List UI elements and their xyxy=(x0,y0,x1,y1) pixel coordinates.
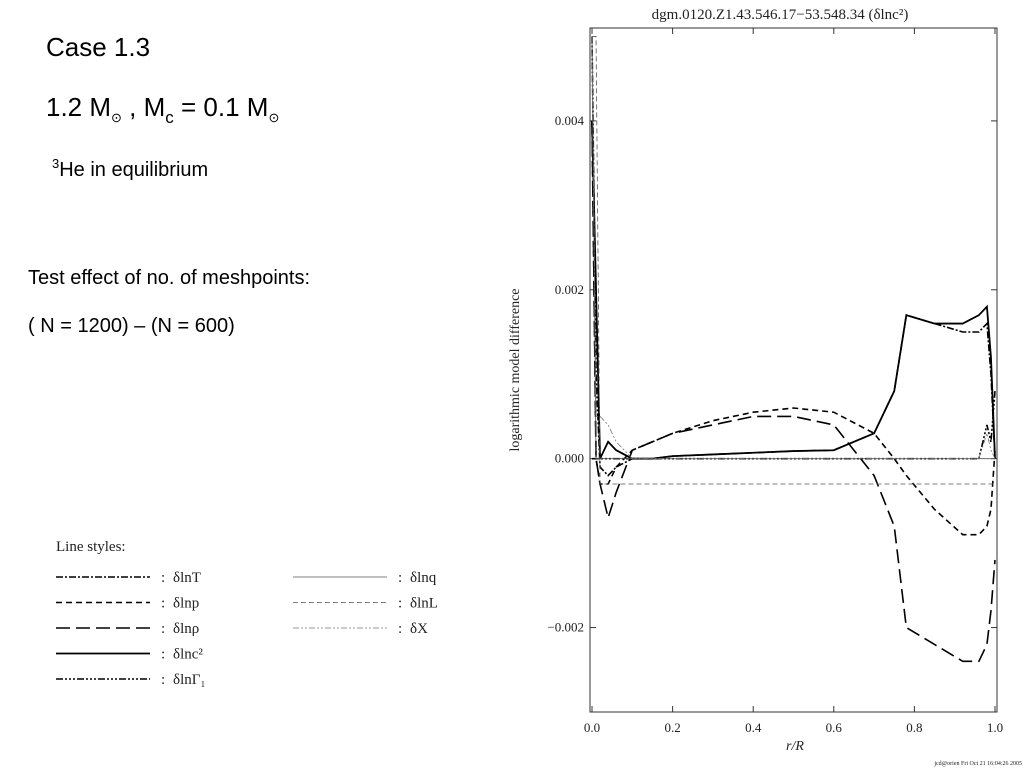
series-line xyxy=(591,36,995,460)
legend-label: δlnq xyxy=(410,570,437,586)
legend-separator: : xyxy=(161,570,165,586)
y-axis-label: logarithmic model difference xyxy=(508,288,523,451)
mass-line: 1.2 M⊙ , Mc = 0.1 M⊙ xyxy=(46,92,279,127)
chart-title: dgm.0120.Z1.43.546.17−53.548.34 (δlnc²) xyxy=(652,7,909,23)
footer: jcd@orien Fri Oct 21 16:04:26 2005 xyxy=(933,761,1022,767)
legend-label: δX xyxy=(410,621,428,637)
series-line xyxy=(591,120,996,663)
x-axis-label: r/R xyxy=(786,739,804,754)
series-line xyxy=(591,120,996,536)
series-line xyxy=(592,36,995,485)
y-tick-label: −0.002 xyxy=(547,620,584,635)
legend-label: δlnρ xyxy=(173,621,199,637)
x-tick-label: 0.8 xyxy=(906,720,922,735)
x-tick-label: 1.0 xyxy=(987,720,1003,735)
superscript: 3 xyxy=(52,156,59,171)
composition: 3He in equilibrium xyxy=(52,156,208,181)
y-tick-label: 0.004 xyxy=(555,113,585,128)
text: 1.2 M xyxy=(46,92,111,122)
legend-label: δlnc² xyxy=(173,647,203,663)
symbol: ⊙ xyxy=(111,110,122,125)
legend-separator: : xyxy=(398,570,402,586)
symbol: ⊙ xyxy=(268,110,279,125)
x-tick-label: 0.0 xyxy=(584,720,600,735)
legend-label: δlnp xyxy=(173,596,199,612)
legend-separator: : xyxy=(398,621,402,637)
legend-separator: : xyxy=(398,596,402,612)
series-line xyxy=(591,36,996,460)
legend-label: δlnT xyxy=(173,570,201,586)
x-tick-label: 0.6 xyxy=(826,720,843,735)
series-line xyxy=(591,120,996,460)
series-line xyxy=(591,36,996,477)
legend-separator: : xyxy=(161,647,165,663)
plot-frame xyxy=(589,27,998,713)
y-tick-label: 0.000 xyxy=(555,451,584,466)
legend-label: δlnL xyxy=(410,596,438,612)
legend-separator: : xyxy=(161,621,165,637)
test-line: Test effect of no. of meshpoints: xyxy=(28,267,310,289)
difference-line: ( N = 1200) – (N = 600) xyxy=(28,315,235,337)
text: = 0.1 M xyxy=(174,92,269,122)
x-tick-label: 0.4 xyxy=(745,720,762,735)
series-line xyxy=(592,391,996,460)
text: He in equilibrium xyxy=(59,159,208,181)
heading: Case 1.3 xyxy=(46,32,150,62)
x-tick-label: 0.2 xyxy=(664,720,680,735)
legend-label: δlnΓ₁ xyxy=(173,672,206,688)
subscript: c xyxy=(165,108,174,127)
legend-separator: : xyxy=(161,596,165,612)
text: , M xyxy=(122,92,165,122)
legend-separator: : xyxy=(161,672,165,688)
legend-title: Line styles: xyxy=(56,539,126,555)
y-tick-label: 0.002 xyxy=(555,282,584,297)
